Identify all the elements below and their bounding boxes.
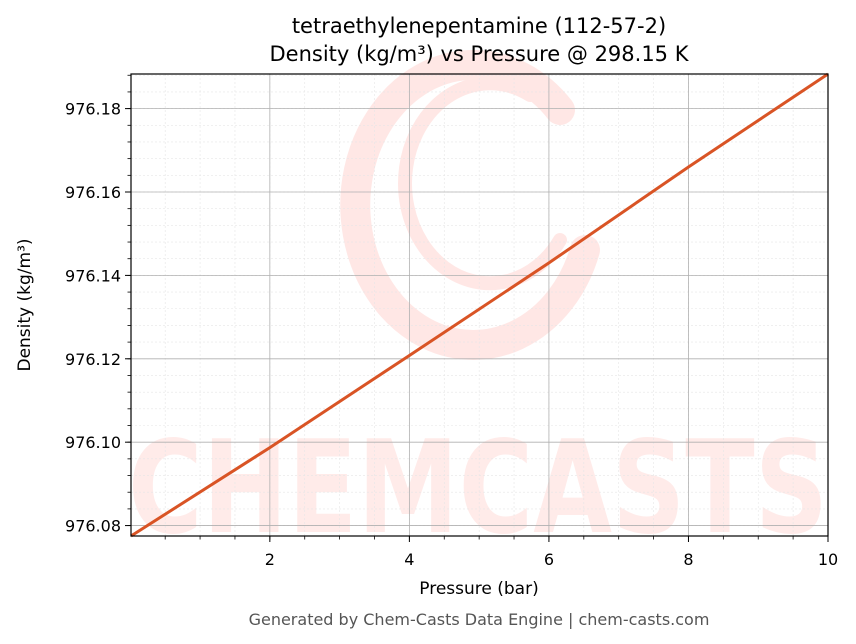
y-tick-label: 976.18 (65, 100, 121, 119)
x-tick-label: 8 (683, 550, 693, 569)
axis-ticks (125, 74, 829, 542)
series-line-density (130, 72, 829, 538)
y-tick-label: 976.10 (65, 433, 121, 452)
x-tick-label: 2 (265, 550, 275, 569)
x-tick-label: 10 (818, 550, 838, 569)
y-tick-label: 976.08 (65, 517, 121, 536)
chart-subtitle: Density (kg/m³) vs Pressure @ 298.15 K (269, 42, 689, 66)
chart-title: tetraethylenepentamine (112-57-2) (292, 14, 666, 38)
y-tick-labels: 976.08 976.10 976.12 976.14 976.16 976.18 (65, 100, 121, 536)
x-axis-label: Pressure (bar) (419, 579, 538, 599)
x-tick-label: 4 (404, 550, 414, 569)
x-tick-label: 6 (544, 550, 554, 569)
y-axis-label: Density (kg/m³) (15, 238, 35, 371)
watermark-text: CHEMCASTS (128, 414, 828, 563)
y-tick-label: 976.12 (65, 350, 121, 369)
x-tick-labels: 2 4 6 8 10 (265, 550, 838, 569)
y-tick-label: 976.16 (65, 183, 121, 202)
y-tick-label: 976.14 (65, 266, 121, 285)
footer-credit: Generated by Chem-Casts Data Engine | ch… (249, 610, 710, 629)
chemcasts-watermark: CHEMCASTS (128, 49, 828, 563)
watermark-swirl-icon (340, 49, 600, 360)
